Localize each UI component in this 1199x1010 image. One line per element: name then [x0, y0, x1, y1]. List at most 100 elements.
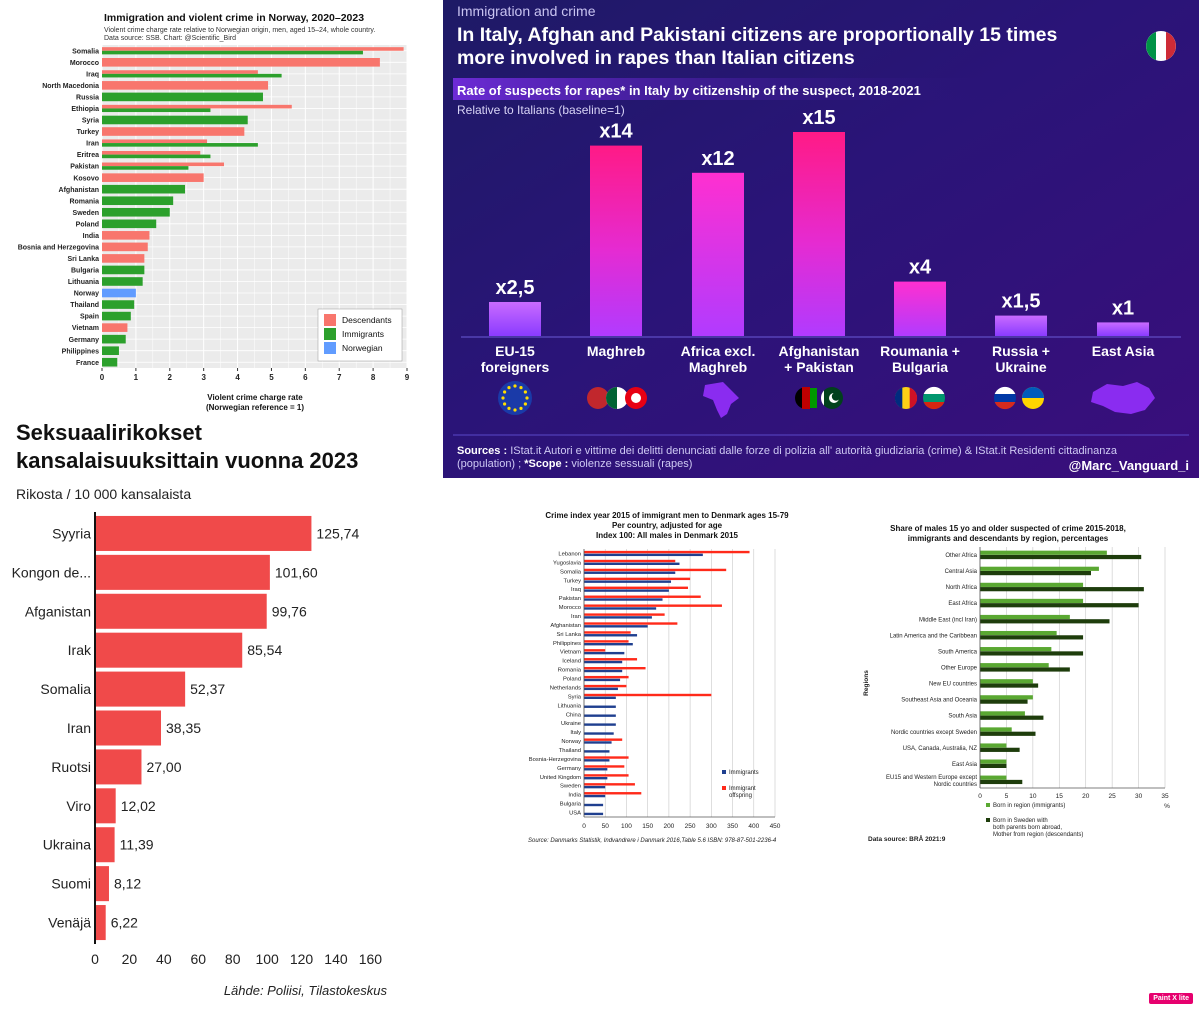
bulgaria-flag-red [923, 402, 945, 410]
bar-descendants-central-asia [980, 571, 1091, 576]
category-label-latin-america-and-the-caribbean: Latin America and the Caribbean [890, 633, 977, 639]
x-tick-label: 0 [978, 793, 982, 800]
x-tick-label: 1 [134, 373, 139, 382]
sweden-bar-chart: Share of males 15 yo and older suspected… [863, 524, 1170, 843]
eu-star [513, 384, 517, 388]
ukraine-flag-blue [1022, 387, 1044, 398]
x-tick-label: 50 [602, 823, 610, 830]
algeria-flag-green [606, 387, 617, 409]
value-label-africa-excl-maghreb: x12 [701, 148, 734, 170]
category-label-east-africa: East Africa [948, 601, 977, 607]
bar-roumania-bulgaria [894, 281, 946, 336]
bar-africa-excl-maghreb [692, 172, 744, 336]
bar-immigrants-east-africa [980, 598, 1084, 604]
bar-immigrants-turkey [584, 580, 672, 583]
chart-source: Lähde: Poliisi, Tilastokeskus [224, 983, 388, 998]
x-tick-label: 140 [324, 951, 348, 967]
x-tick-label: 20 [1082, 793, 1090, 800]
category-label-norway: Norway [561, 739, 581, 745]
x-tick-label: 450 [770, 823, 781, 830]
category-label-vietnam: Vietnam [72, 325, 99, 332]
value-label-east-asia: x1 [1112, 297, 1134, 319]
category-label-thailand: Thailand [559, 748, 581, 754]
romania-flag-red [909, 387, 918, 409]
bar-immigrants-middle-east-incl-iran [980, 614, 1070, 620]
bar-descendants-pakistan [102, 162, 224, 167]
category-label-pakistan: Pakistan [70, 164, 99, 171]
x-tick-label: 4 [235, 373, 240, 382]
sources-line: Sources : IStat.it Autori e vittime dei … [457, 445, 1118, 457]
chart-source: Source: Danmarks Statistik, Indvandrere … [528, 838, 777, 844]
x-axis-unit: % [1164, 803, 1170, 810]
legend-label-descendants-3: Mother from region (descendants) [993, 832, 1083, 838]
category-label-ven-j: Venäjä [48, 915, 91, 931]
bar-descendants-sri-lanka [102, 254, 145, 263]
maghreb-flags-icon [587, 387, 609, 409]
eu-star [501, 396, 505, 400]
bar-descendants-ethiopia [102, 104, 292, 109]
bar-immigrants-norway [584, 741, 612, 744]
category-label-africa-excl-maghreb-2: Maghreb [689, 359, 747, 375]
bar-immigrants-latin-america-and-the-caribbean [980, 630, 1057, 636]
bar-immigrants-france [102, 357, 118, 367]
bar-immigrants-pakistan [102, 166, 189, 170]
bar-immigrants-somalia [584, 571, 676, 574]
eu-star [503, 390, 507, 394]
value-label-kongon-de: 101,60 [275, 564, 318, 580]
category-label-other-europe: Other Europe [941, 666, 978, 672]
pakistan-crescent-cut [831, 392, 841, 401]
category-label-china: China [566, 712, 582, 718]
eu-star [519, 406, 523, 410]
bar-descendants-kosovo [102, 173, 204, 182]
bulgaria-flag-white [923, 386, 945, 394]
bar-norwegian-norway [102, 288, 136, 298]
bar-immigrants-somalia [102, 50, 363, 55]
legend-label-immigrants: Immigrants [342, 329, 384, 339]
finland-bar-chart: Seksuaalirikokset kansalaisuuksittain vuo… [12, 420, 388, 998]
legend-swatch-immigrants [986, 803, 990, 807]
bar-descendants-iran [102, 139, 208, 144]
category-label-central-asia: Central Asia [945, 569, 978, 575]
category-label-romania: Romania [69, 198, 99, 205]
bar-ukraina [95, 827, 115, 863]
bar-immigrants-pakistan [584, 598, 663, 601]
bar-offspring-yugoslavia [584, 559, 676, 563]
x-tick-label: 7 [337, 373, 342, 382]
category-label-new-eu-countries: New EU countries [929, 682, 977, 688]
sweden-chart-panel: Share of males 15 yo and older suspected… [862, 518, 1198, 848]
category-label-suomi: Suomi [51, 876, 91, 892]
bar-immigrants-nordic-countries-except-sweden [980, 727, 1012, 732]
category-label-kosovo: Kosovo [73, 175, 99, 182]
bar-descendants-south-america [980, 651, 1084, 656]
bar-descendants-somalia [102, 47, 404, 51]
legend-swatch-immigrants [324, 328, 336, 340]
bar-immigrants-syria [584, 696, 616, 699]
pakistan-flag-white [821, 390, 824, 406]
bar-offspring-iraq [584, 586, 688, 589]
bar-immigrants-iraq [102, 73, 282, 78]
bar-immigrants-poland [102, 219, 157, 229]
eu-star [507, 386, 511, 390]
bar-offspring-netherlands [584, 684, 627, 688]
x-tick-label: 150 [642, 823, 653, 830]
sources-label: Sources : [457, 445, 510, 457]
bar-immigrants-north-africa [980, 582, 1084, 587]
category-label-iraq: Iraq [571, 587, 581, 593]
x-tick-label: 100 [621, 823, 632, 830]
legend-swatch-descendants [986, 818, 990, 822]
title-line-2: more involved in rapes than Italian citi… [457, 47, 855, 69]
category-label-iran: Iran [67, 720, 91, 736]
bar-immigrants-united-kingdom [584, 777, 608, 780]
afghanistan-flag-green [810, 388, 817, 408]
category-label-turkey: Turkey [563, 578, 581, 584]
category-label-afganistan: Afganistan [25, 603, 91, 619]
category-label-irak: Irak [68, 642, 92, 658]
russia-flag-white [994, 386, 1016, 394]
category-label-bosnia-herzegovina: Bosnia-Herzegovina [529, 757, 582, 763]
category-label-north-africa: North Africa [946, 585, 978, 591]
bar-suomi [95, 866, 109, 902]
tunisia-flag-center [631, 393, 641, 403]
subtitle: Rate of suspects for rapes* in Italy by … [457, 83, 921, 98]
bar-immigrants-poland [584, 678, 621, 682]
east-asia-map-icon [1091, 382, 1155, 414]
